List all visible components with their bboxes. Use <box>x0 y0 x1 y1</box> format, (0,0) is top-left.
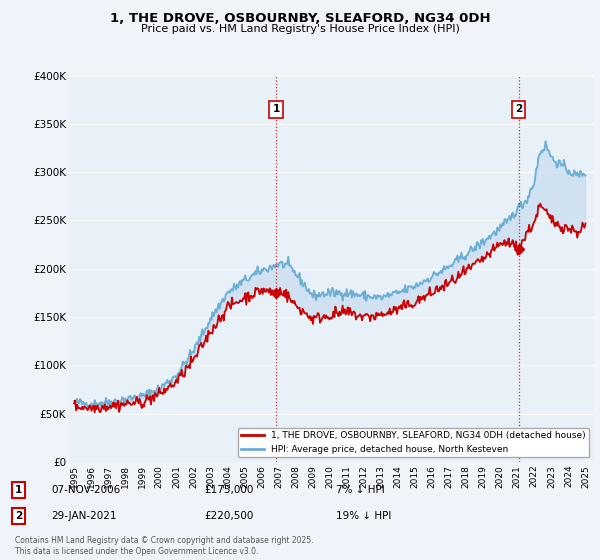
Text: £220,500: £220,500 <box>204 511 253 521</box>
Text: 29-JAN-2021: 29-JAN-2021 <box>51 511 116 521</box>
Text: £175,000: £175,000 <box>204 485 253 495</box>
Text: 2: 2 <box>15 511 22 521</box>
Text: 1, THE DROVE, OSBOURNBY, SLEAFORD, NG34 0DH: 1, THE DROVE, OSBOURNBY, SLEAFORD, NG34 … <box>110 12 490 25</box>
Text: Price paid vs. HM Land Registry's House Price Index (HPI): Price paid vs. HM Land Registry's House … <box>140 24 460 34</box>
Text: 2: 2 <box>515 104 522 114</box>
Text: 7% ↓ HPI: 7% ↓ HPI <box>336 485 385 495</box>
Text: 1: 1 <box>15 485 22 495</box>
Text: 1: 1 <box>272 104 280 114</box>
Legend: 1, THE DROVE, OSBOURNBY, SLEAFORD, NG34 0DH (detached house), HPI: Average price: 1, THE DROVE, OSBOURNBY, SLEAFORD, NG34 … <box>238 428 589 458</box>
Text: 07-NOV-2006: 07-NOV-2006 <box>51 485 120 495</box>
Text: Contains HM Land Registry data © Crown copyright and database right 2025.
This d: Contains HM Land Registry data © Crown c… <box>15 536 314 556</box>
Text: 19% ↓ HPI: 19% ↓ HPI <box>336 511 391 521</box>
